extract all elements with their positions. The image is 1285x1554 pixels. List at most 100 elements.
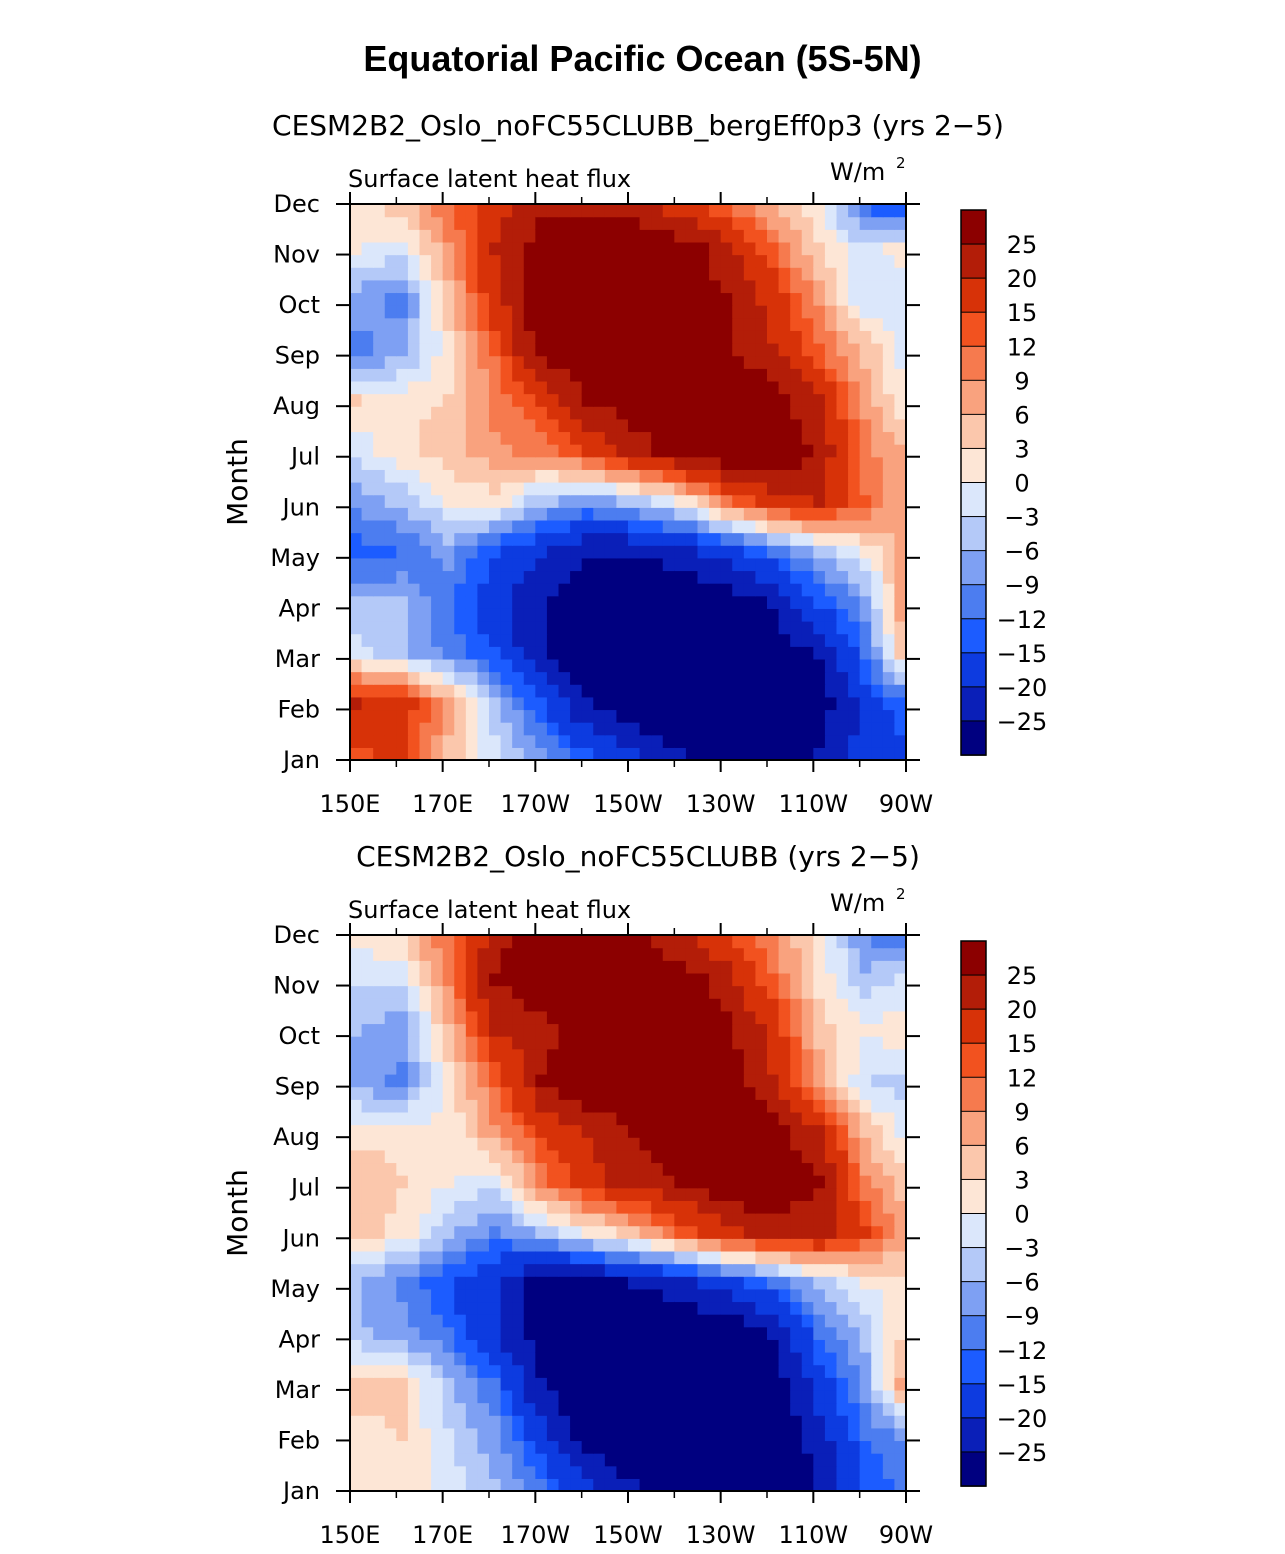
heatmap-cell bbox=[929, 217, 941, 230]
heatmap-cell bbox=[443, 621, 455, 634]
heatmap-cell bbox=[732, 1428, 744, 1441]
heatmap-cell bbox=[535, 1175, 547, 1188]
heatmap-cell bbox=[721, 1276, 733, 1289]
heatmap-cell bbox=[686, 1112, 698, 1125]
heatmap-cell bbox=[443, 1023, 455, 1036]
heatmap-cell bbox=[420, 672, 432, 685]
heatmap-cell bbox=[350, 1466, 362, 1479]
heatmap-cell bbox=[744, 672, 756, 685]
heatmap-cell bbox=[535, 495, 547, 508]
heatmap-cell bbox=[373, 191, 385, 204]
heatmap-cell bbox=[663, 583, 675, 596]
heatmap-cell bbox=[674, 191, 686, 204]
heatmap-cell bbox=[431, 621, 443, 634]
heatmap-cell bbox=[941, 935, 953, 948]
heatmap-cell bbox=[524, 444, 536, 457]
heatmap-cell bbox=[732, 356, 744, 369]
heatmap-cell bbox=[420, 998, 432, 1011]
heatmap-cell bbox=[941, 166, 953, 179]
heatmap-cell bbox=[466, 1200, 478, 1213]
heatmap-cell bbox=[385, 457, 397, 470]
heatmap-cell bbox=[512, 419, 524, 432]
heatmap-cell bbox=[385, 1251, 397, 1264]
heatmap-cell bbox=[755, 1137, 767, 1150]
heatmap-cell bbox=[431, 1415, 443, 1428]
heatmap-cell bbox=[744, 1403, 756, 1416]
heatmap-cell bbox=[698, 1213, 710, 1226]
heatmap-cell bbox=[350, 1099, 362, 1112]
heatmap-cell bbox=[929, 570, 941, 583]
heatmap-cell bbox=[883, 1125, 895, 1138]
heatmap-cell bbox=[570, 1200, 582, 1213]
heatmap-cell bbox=[443, 1352, 455, 1365]
heatmap-cell bbox=[825, 735, 837, 748]
heatmap-cell bbox=[651, 646, 663, 659]
heatmap-cell bbox=[779, 533, 791, 546]
heatmap-cell bbox=[802, 1036, 814, 1049]
heatmap-cell bbox=[755, 1327, 767, 1340]
heatmap-cell bbox=[582, 986, 594, 999]
main-title: Equatorial Pacific Ocean (5S-5N) bbox=[0, 38, 1285, 80]
heatmap-cell bbox=[790, 394, 802, 407]
heatmap-cell bbox=[918, 646, 930, 659]
heatmap-cell bbox=[674, 1390, 686, 1403]
heatmap-cell bbox=[744, 1226, 756, 1239]
heatmap-cell bbox=[732, 570, 744, 583]
heatmap-cell bbox=[883, 1390, 895, 1403]
heatmap-cell bbox=[501, 948, 513, 961]
heatmap-cell bbox=[894, 1415, 906, 1428]
heatmap-cell bbox=[501, 960, 513, 973]
heatmap-cell bbox=[767, 1074, 779, 1087]
heatmap-cell bbox=[894, 1023, 906, 1036]
heatmap-cell bbox=[408, 1415, 420, 1428]
heatmap-cell bbox=[709, 495, 721, 508]
heatmap-cell bbox=[640, 343, 652, 356]
heatmap-cell bbox=[408, 1074, 420, 1087]
heatmap-cell bbox=[651, 533, 663, 546]
heatmap-cell bbox=[825, 1188, 837, 1201]
heatmap-cell bbox=[466, 229, 478, 242]
heatmap-cell bbox=[825, 204, 837, 217]
heatmap-cell bbox=[883, 507, 895, 520]
heatmap-cell bbox=[454, 1112, 466, 1125]
heatmap-cell bbox=[350, 318, 362, 331]
heatmap-cell bbox=[408, 1188, 420, 1201]
heatmap-cell bbox=[628, 217, 640, 230]
heatmap-cell bbox=[732, 179, 744, 192]
y-tick-label: Aug bbox=[273, 392, 320, 420]
heatmap-cell bbox=[640, 960, 652, 973]
heatmap-cell bbox=[350, 672, 362, 685]
heatmap-cell bbox=[674, 608, 686, 621]
heatmap-cell bbox=[443, 960, 455, 973]
heatmap-cell bbox=[582, 1074, 594, 1087]
heatmap-cell bbox=[825, 1226, 837, 1239]
heatmap-cell bbox=[663, 1453, 675, 1466]
heatmap-cell bbox=[813, 406, 825, 419]
heatmap-cell bbox=[883, 1264, 895, 1277]
heatmap-cell bbox=[721, 986, 733, 999]
heatmap-cell bbox=[709, 621, 721, 634]
heatmap-cell bbox=[663, 394, 675, 407]
heatmap-cell bbox=[848, 381, 860, 394]
heatmap-cell bbox=[466, 343, 478, 356]
heatmap-cell bbox=[547, 596, 559, 609]
heatmap-cell bbox=[535, 1453, 547, 1466]
heatmap-cell bbox=[721, 406, 733, 419]
heatmap-cell bbox=[941, 1314, 953, 1327]
heatmap-cell bbox=[524, 1023, 536, 1036]
heatmap-cell bbox=[582, 672, 594, 685]
heatmap-cell bbox=[894, 356, 906, 369]
heatmap-cell bbox=[593, 684, 605, 697]
heatmap-cell bbox=[755, 1125, 767, 1138]
heatmap-cell bbox=[373, 520, 385, 533]
heatmap-cell bbox=[744, 583, 756, 596]
heatmap-cell bbox=[559, 545, 571, 558]
heatmap-cell bbox=[582, 1428, 594, 1441]
heatmap-cell bbox=[802, 1314, 814, 1327]
heatmap-cell bbox=[559, 1453, 571, 1466]
heatmap-cell bbox=[906, 229, 918, 242]
heatmap-cell bbox=[408, 419, 420, 432]
heatmap-cell bbox=[605, 1440, 617, 1453]
heatmap-cell bbox=[825, 381, 837, 394]
heatmap-cell bbox=[848, 1226, 860, 1239]
